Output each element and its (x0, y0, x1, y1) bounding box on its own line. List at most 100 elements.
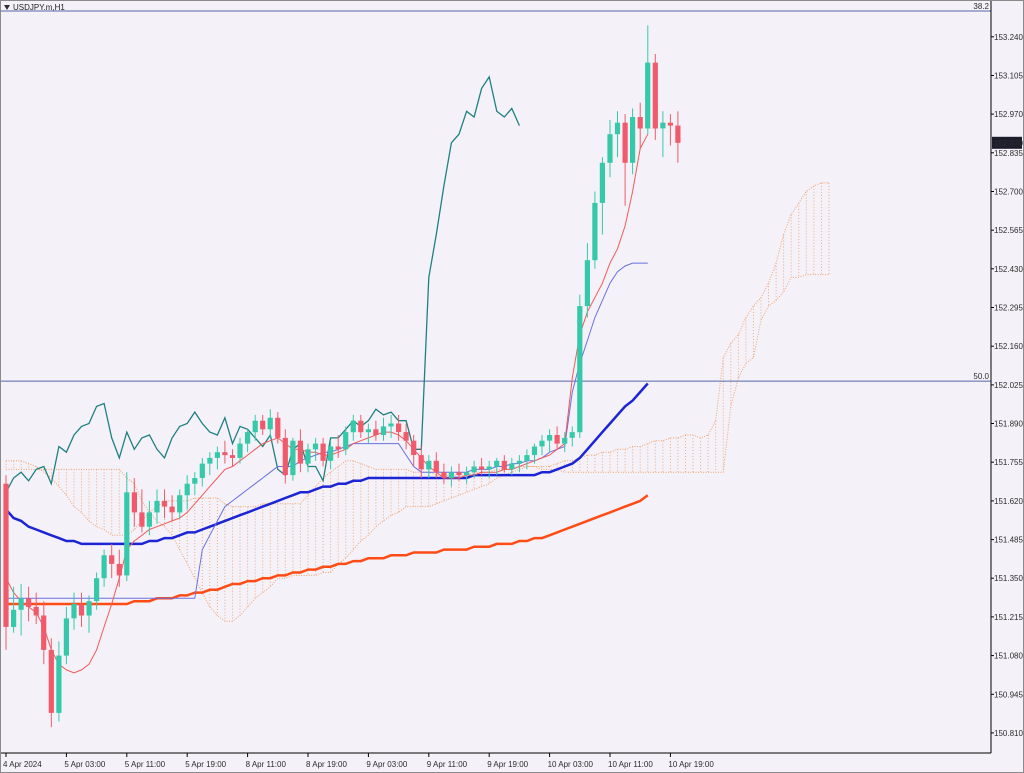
current-price-marker: 152.870 (992, 136, 1023, 149)
candle-body (18, 598, 24, 610)
fibonacci-levels: 38.2 50.0 (1, 2, 991, 382)
candle-body (675, 125, 681, 143)
candle-body (63, 618, 69, 656)
price-tick-label: 151.080 (994, 652, 1023, 661)
time-tick-label: 5 Apr 19:00 (185, 760, 226, 769)
tenkan-sen-line (5, 133, 649, 674)
candle-body (471, 466, 477, 473)
candle-body (282, 437, 288, 476)
time-tick-label: 9 Apr 11:00 (427, 760, 468, 769)
price-tick-label: 152.700 (994, 188, 1023, 197)
candle-body (479, 466, 485, 470)
candle-body (26, 598, 32, 607)
candle-body (275, 417, 281, 438)
senkou-span-b-line (6, 274, 829, 622)
candle-body (373, 429, 379, 435)
price-tick-label: 152.025 (994, 381, 1023, 390)
candle-body (592, 202, 598, 261)
candle-body (71, 604, 77, 619)
candle-body (569, 432, 575, 438)
price-tick-label: 151.215 (994, 613, 1023, 622)
candle-body (11, 609, 17, 627)
candle-body (652, 62, 658, 129)
candle-body (3, 483, 9, 627)
plot-area (1, 1, 991, 753)
time-tick-label: 5 Apr 03:00 (64, 760, 105, 769)
price-tick-label: 151.620 (994, 497, 1023, 506)
chikou-span-line (5, 75, 520, 493)
candle-body (116, 563, 122, 576)
candle-body (645, 62, 651, 129)
candle-body (456, 472, 462, 476)
time-axis-labels: 4 Apr 2024 5 Apr 03:00 5 Apr 11:00 5 Apr 19… (3, 753, 714, 769)
candle-body (267, 417, 273, 430)
candle-body (441, 472, 447, 478)
chart-title[interactable]: USDJPY.m,H1 (4, 3, 65, 12)
candle-body (56, 655, 62, 713)
candle-body (222, 452, 228, 456)
candle-body (41, 615, 47, 650)
candle-body (486, 466, 492, 470)
candle-body (637, 117, 643, 129)
candle-body (524, 455, 530, 461)
price-tick-label: 150.945 (994, 690, 1023, 699)
candle-body (539, 440, 545, 447)
time-tick-label: 10 Apr 19:00 (668, 760, 714, 769)
candle-body (463, 472, 470, 476)
candle-body (607, 134, 613, 163)
price-tick-label: 152.295 (994, 304, 1023, 313)
time-tick-label: 5 Apr 11:00 (125, 760, 166, 769)
candle-body (312, 443, 319, 450)
price-tick-label: 152.970 (994, 110, 1023, 119)
candle-body (229, 455, 236, 458)
candle-body (101, 555, 107, 579)
candle-body (86, 601, 92, 616)
candle-body (260, 420, 266, 430)
candle-body (411, 440, 417, 455)
candlesticks (3, 25, 681, 728)
time-tick-label: 4 Apr 2024 (3, 760, 42, 769)
candle-body (547, 435, 553, 441)
candle-body (516, 460, 522, 464)
candle-body (365, 429, 371, 433)
indicator-lines (5, 75, 649, 674)
candle-body (630, 117, 636, 163)
current-price-box (992, 136, 1022, 149)
current-price-label: 152.870 (994, 139, 1023, 148)
candle-body (237, 443, 243, 458)
candle-body (161, 500, 168, 507)
time-tick-label: 8 Apr 19:00 (306, 760, 347, 769)
price-tick-label: 152.430 (994, 265, 1023, 274)
candle-body (418, 455, 424, 470)
price-tick-label: 152.835 (994, 149, 1023, 158)
candle-body (396, 423, 402, 433)
chart-menu-triangle-icon[interactable] (4, 5, 10, 10)
fib-level-label: 50.0 (973, 372, 989, 381)
candle-body (501, 460, 507, 470)
candle-body (660, 122, 666, 129)
price-tick-label: 152.565 (994, 226, 1023, 235)
candle-body (667, 122, 673, 126)
price-tick-label: 151.350 (994, 574, 1023, 583)
candle-body (577, 306, 583, 433)
price-tick-label: 150.810 (994, 729, 1023, 738)
candle-body (388, 423, 394, 427)
candle-body (403, 432, 409, 441)
candle-body (584, 260, 590, 306)
candle-body (358, 420, 364, 433)
price-tick-label: 153.240 (994, 33, 1023, 42)
candle-body (207, 457, 213, 464)
moving-average-orange-line (6, 494, 649, 606)
candle-body (554, 435, 560, 444)
candle-body (343, 432, 349, 450)
candle-body (562, 437, 568, 444)
candle-body (622, 122, 628, 163)
candle-body (109, 555, 115, 564)
candle-body (426, 460, 432, 470)
candle-body (614, 122, 621, 135)
time-tick-label: 8 Apr 11:00 (246, 760, 287, 769)
chart-title-text: USDJPY.m,H1 (13, 3, 65, 12)
candle-body (146, 512, 152, 527)
